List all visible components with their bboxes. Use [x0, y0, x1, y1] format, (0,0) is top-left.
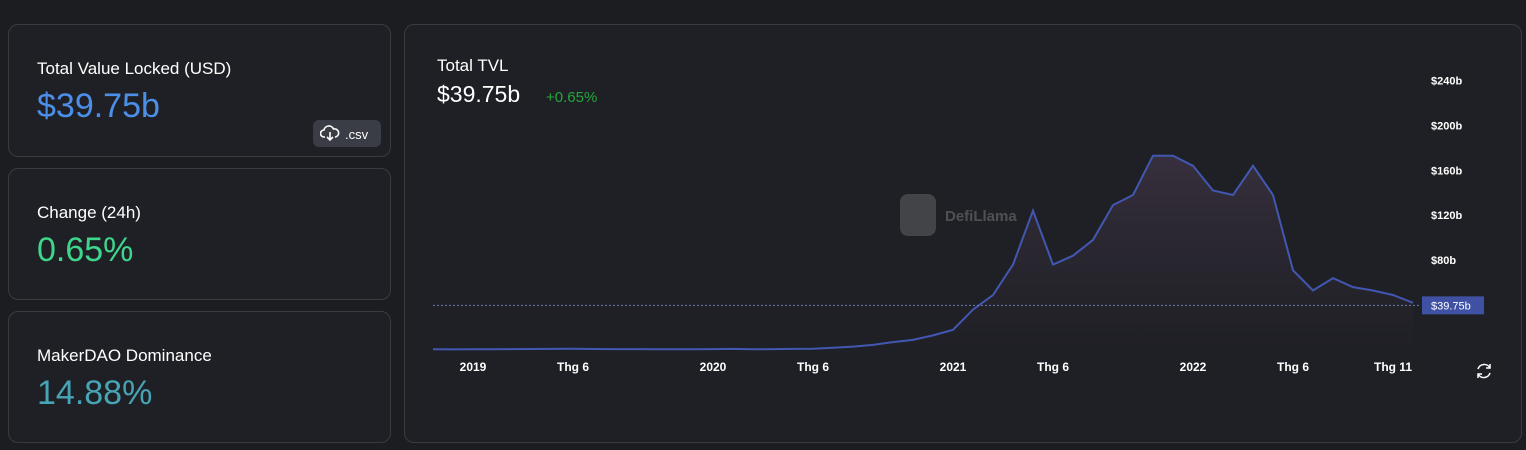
- watermark: DefiLlama: [900, 194, 1017, 236]
- card-label: Change (24h): [37, 203, 141, 222]
- dominance-card: MakerDAO Dominance 14.88%: [8, 311, 391, 443]
- x-tick-label: Thg 6: [557, 360, 589, 374]
- refresh-button[interactable]: [1477, 363, 1491, 379]
- x-tick-label: 2021: [940, 360, 967, 374]
- chart-panel: [404, 24, 1522, 443]
- area: [433, 155, 1413, 350]
- y-tick-label: $200b: [1431, 120, 1462, 132]
- chart-change: +0.65%: [546, 89, 597, 106]
- x-tick-label: 2019: [460, 360, 487, 374]
- card-label: Total Value Locked (USD): [37, 59, 232, 78]
- tvl-card: Total Value Locked (USD) $39.75b .csv: [8, 24, 391, 157]
- card-value: 0.65%: [37, 231, 134, 269]
- line: [432, 154, 1414, 351]
- card-value: $39.75b: [37, 87, 160, 125]
- csv-label: .csv: [345, 127, 369, 142]
- card-label: MakerDAO Dominance: [37, 346, 212, 365]
- x-tick-label: Thg 6: [1037, 360, 1069, 374]
- card-value: 14.88%: [37, 374, 153, 412]
- y-tick-label: $120b: [1431, 210, 1462, 222]
- x-tick-label: Thg 6: [797, 360, 829, 374]
- current-value-box: [1422, 296, 1484, 315]
- chart-title: Total TVL: [437, 56, 509, 75]
- x-tick-label: 2020: [700, 360, 727, 374]
- y-tick-label: $160b: [1431, 165, 1462, 177]
- x-tick-label: Thg 6: [1277, 360, 1309, 374]
- download-icon: [320, 125, 340, 142]
- y-tick-label: $80b: [1431, 255, 1456, 267]
- watermark-text: DefiLlama: [945, 208, 1017, 225]
- x-tick-label: 2022: [1180, 360, 1207, 374]
- current-value-label: $39.75b: [1431, 300, 1471, 312]
- y-tick-label: $240b: [1431, 75, 1462, 87]
- chart-headline: $39.75b: [437, 81, 520, 107]
- change-card: Change (24h) 0.65%: [8, 168, 391, 300]
- x-tick-label: Thg 11: [1374, 360, 1412, 374]
- csv-button[interactable]: .csv: [313, 120, 381, 147]
